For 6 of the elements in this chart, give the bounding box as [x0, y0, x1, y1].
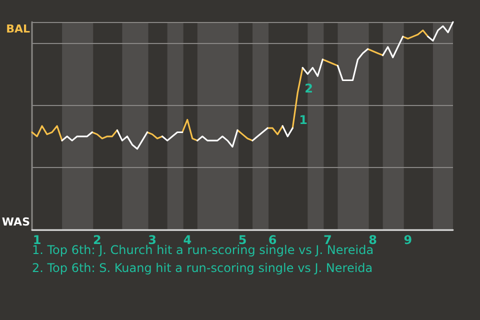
annotation: 2 — [304, 82, 314, 96]
x-tick-label: 9 — [404, 233, 412, 247]
text: 2. Top 6th: S. Kuang hit a run-scoring single vs J. Nereida — [32, 261, 373, 275]
text: WAS — [2, 216, 30, 228]
text: BAL — [6, 22, 30, 36]
annotation: 1 — [299, 112, 308, 127]
